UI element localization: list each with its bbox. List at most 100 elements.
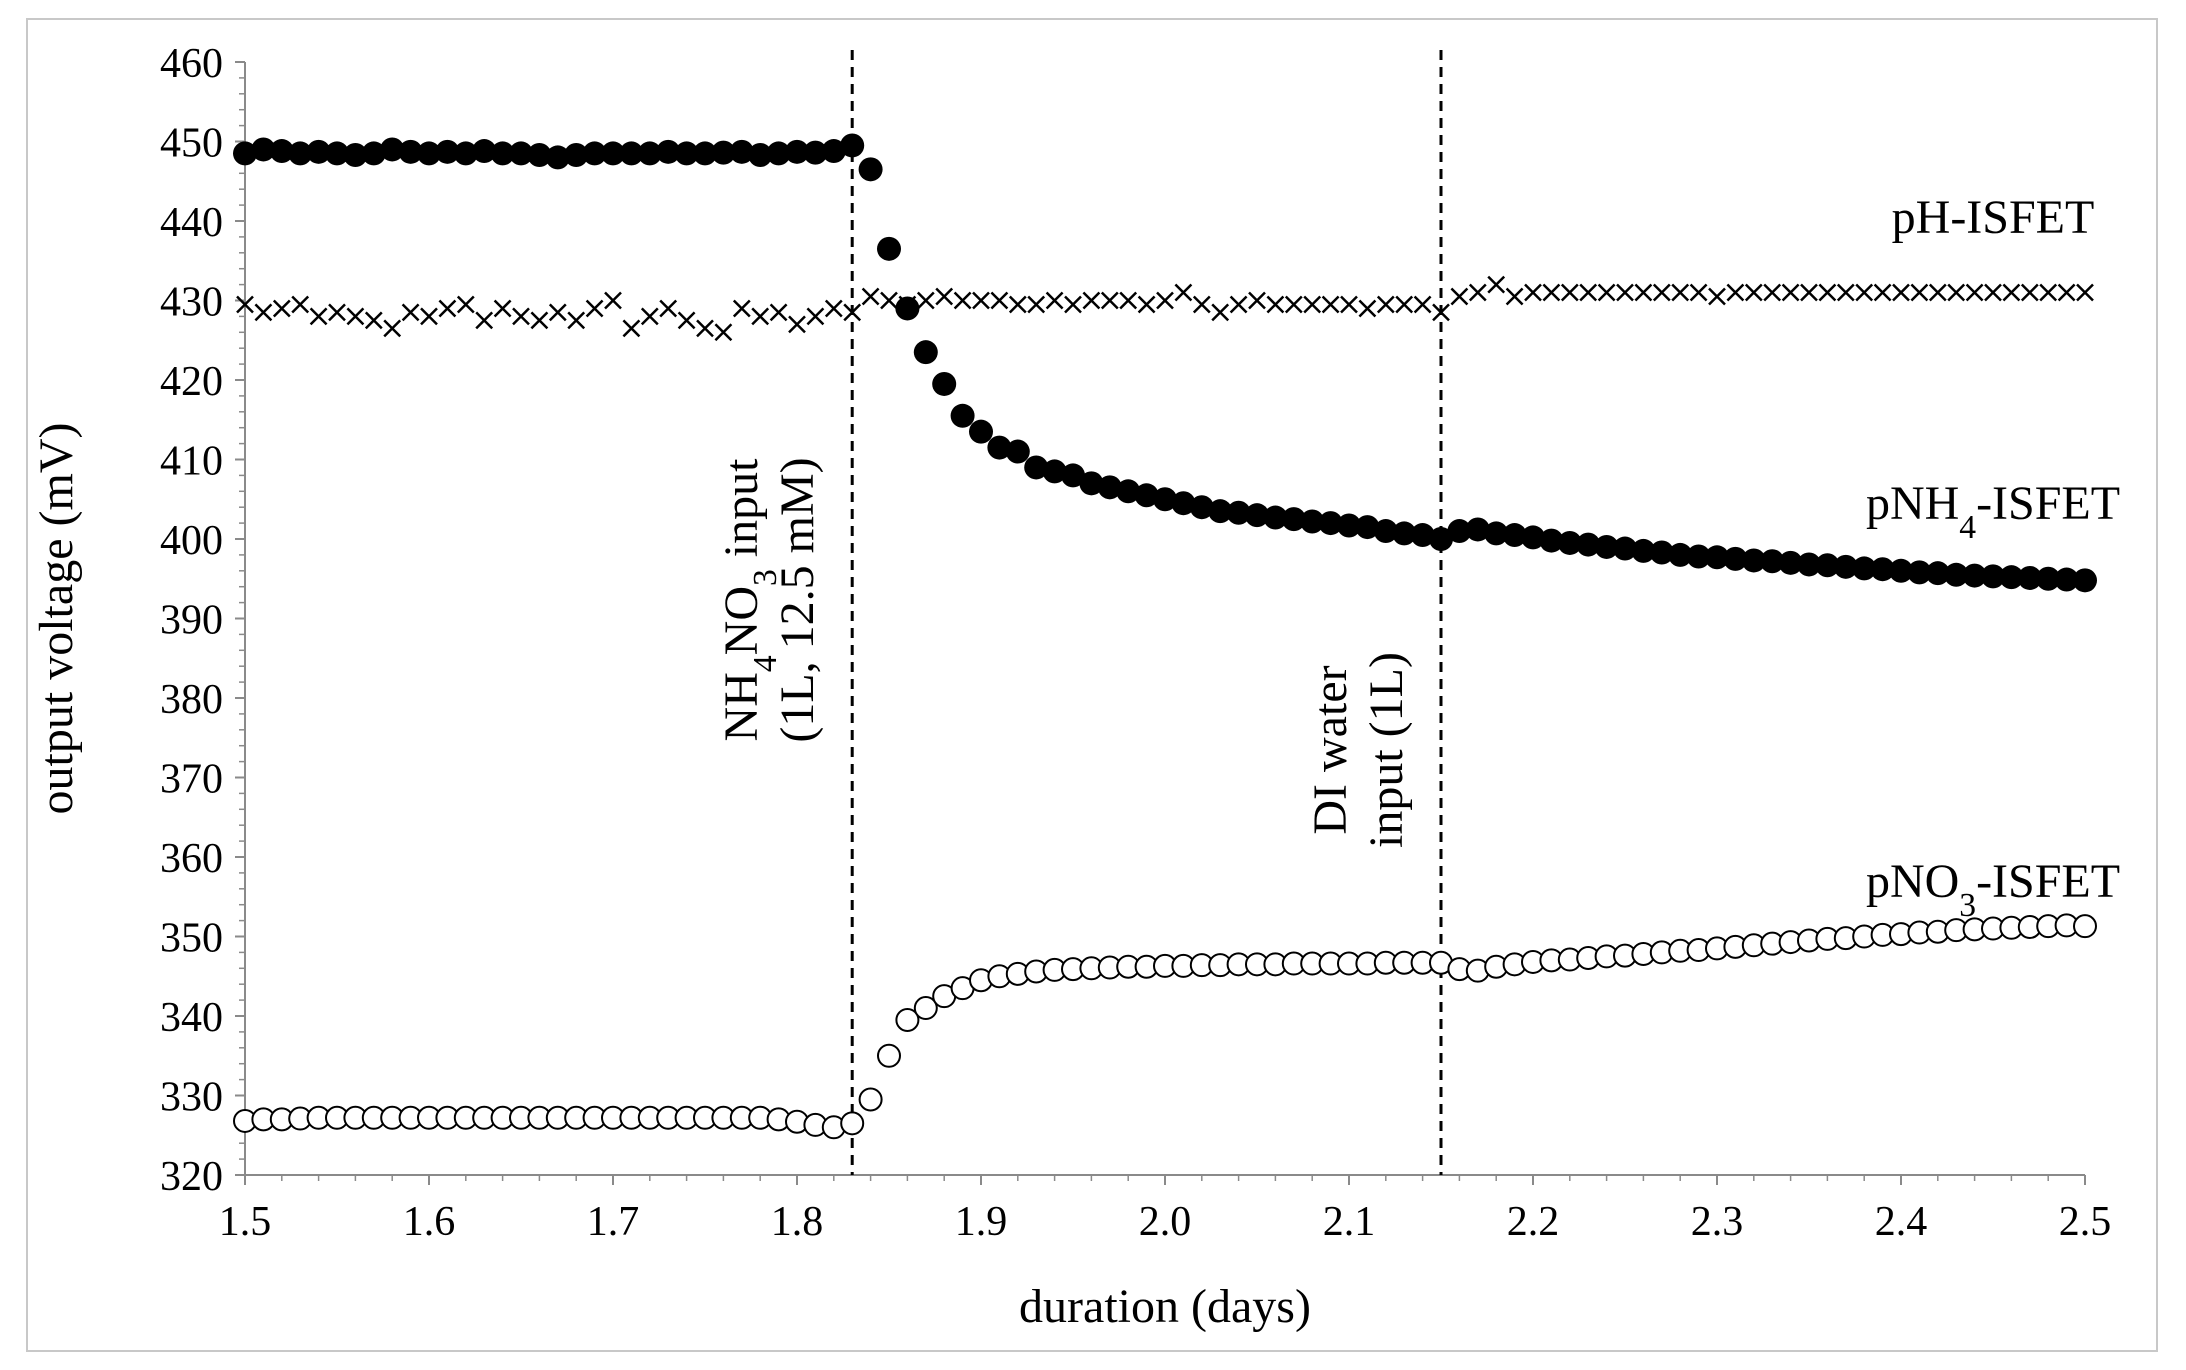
text-run: input <box>715 458 768 569</box>
data-point-filled <box>1097 475 1122 500</box>
data-point-filled <box>1797 552 1821 577</box>
data-point-filled <box>1870 557 1895 582</box>
text-run: DI water <box>1304 665 1357 834</box>
data-point-filled <box>1833 554 1858 579</box>
data-point-filled <box>398 139 423 164</box>
data-point-x <box>769 303 788 322</box>
annotation-label-line: input (1L) <box>1360 652 1413 848</box>
data-point-x <box>880 291 898 310</box>
x-tick-label: 2.4 <box>1875 1199 1928 1245</box>
data-point-x <box>548 303 567 322</box>
data-point-filled <box>1999 565 2024 590</box>
data-point-x <box>1524 283 1542 302</box>
data-point-x <box>1008 295 1027 314</box>
data-point-x <box>1634 283 1653 302</box>
data-point-filled <box>1410 523 1435 548</box>
data-point-filled <box>840 133 865 158</box>
data-point-x <box>1064 295 1082 314</box>
data-point-open <box>877 1043 901 1068</box>
data-point-filled <box>306 139 331 164</box>
data-point-filled <box>1429 527 1453 551</box>
data-point-filled <box>858 157 883 182</box>
data-point-filled <box>601 141 625 166</box>
data-point-filled <box>1576 532 1601 557</box>
y-tick-label: 410 <box>160 439 223 485</box>
data-point-x <box>2076 283 2094 302</box>
data-point-x <box>530 311 549 330</box>
data-point-filled <box>1116 479 1141 504</box>
data-point-filled <box>1171 491 1196 516</box>
data-point-filled <box>1373 519 1398 544</box>
data-point-x <box>990 291 1009 310</box>
data-point-filled <box>417 141 441 166</box>
data-point-x <box>1487 275 1506 294</box>
data-point-filled <box>582 141 607 166</box>
data-point-filled <box>1484 521 1509 546</box>
data-point-x <box>1928 283 1947 302</box>
data-point-x <box>364 311 383 330</box>
data-point-x <box>272 299 291 318</box>
data-point-filled <box>1778 550 1803 575</box>
data-point-filled <box>1852 556 1877 581</box>
y-axis-label: output voltage (mV) <box>30 423 83 815</box>
data-point-filled <box>343 143 368 168</box>
data-point-x <box>438 299 457 318</box>
data-point-x <box>493 299 512 318</box>
data-point-filled <box>1686 544 1711 569</box>
data-point-x <box>806 307 825 326</box>
data-point-x <box>1726 283 1745 302</box>
data-point-filled <box>1889 558 1913 583</box>
data-point-filled <box>637 141 662 166</box>
data-point-x <box>1892 283 1910 302</box>
y-tick-label: 430 <box>160 280 223 326</box>
data-point-x <box>861 287 880 306</box>
data-point-filled <box>325 141 349 166</box>
data-point-x <box>1671 283 1690 302</box>
data-point-x <box>1873 283 1892 302</box>
data-point-x <box>732 299 751 318</box>
data-point-filled <box>1944 562 1969 587</box>
data-point-x <box>1303 295 1322 314</box>
data-point-filled <box>1189 495 1214 520</box>
data-point-x <box>1597 283 1616 302</box>
series-pno3-isfet <box>233 913 2097 1140</box>
text-run: pNH <box>1866 477 1959 530</box>
data-point-filled <box>656 139 681 164</box>
x-tick-label: 2.0 <box>1139 1199 1192 1245</box>
series-label: pH-ISFET <box>1892 191 2095 244</box>
y-tick-label: 400 <box>160 518 223 564</box>
y-tick-label: 450 <box>160 121 223 167</box>
data-point-filled <box>785 139 809 164</box>
series-label: pNH4-ISFET <box>1866 477 2120 546</box>
data-point-x <box>1358 299 1377 318</box>
data-point-x <box>1560 283 1579 302</box>
data-point-x <box>1689 283 1708 302</box>
data-point-x <box>346 307 365 326</box>
data-point-x <box>401 303 420 322</box>
annotation-label-line: NH4NO3 input <box>715 458 784 742</box>
data-point-filled <box>1962 563 1987 588</box>
data-point-x <box>788 315 806 334</box>
data-point-filled <box>2017 565 2042 590</box>
data-point-filled <box>1502 523 1527 548</box>
data-point-x <box>1432 303 1450 322</box>
text-run: pH-ISFET <box>1892 191 2095 244</box>
data-point-x <box>1119 291 1138 310</box>
data-point-x <box>916 291 935 310</box>
data-point-filled <box>1465 517 1490 542</box>
data-point-x <box>1156 291 1174 310</box>
text-run: -ISFET <box>1976 855 2120 908</box>
data-point-x <box>1910 283 1929 302</box>
x-tick-label: 1.6 <box>403 1199 456 1245</box>
subscript: 3 <box>1959 886 1976 923</box>
chart-frame <box>26 18 2158 1352</box>
annotation-label: NH4NO3 input (1L, 12.5 mM) <box>715 457 824 742</box>
annotation-label-line: DI water <box>1304 665 1357 834</box>
data-point-x <box>1340 295 1358 314</box>
annotation-lines: NH4NO3 input (1L, 12.5 mM) DI water input (… <box>715 50 1443 1175</box>
data-point-x <box>512 307 530 326</box>
data-point-open <box>913 996 938 1021</box>
data-point-filled <box>950 403 975 428</box>
y-tick-label: 360 <box>160 836 223 882</box>
